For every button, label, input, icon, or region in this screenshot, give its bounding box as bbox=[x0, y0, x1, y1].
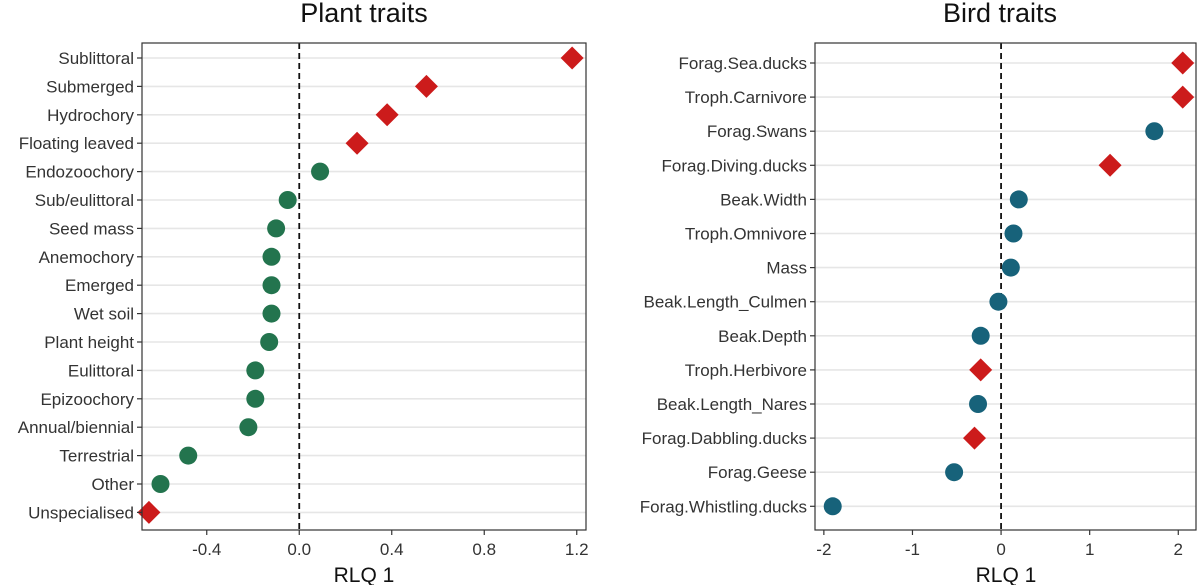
y-tick-label: Forag.Whistling.ducks bbox=[640, 497, 807, 516]
x-tick-label: 0.0 bbox=[287, 540, 311, 559]
data-point-circle bbox=[260, 333, 279, 351]
y-tick-label: Beak.Length_Nares bbox=[657, 395, 807, 414]
data-point-diamond bbox=[1171, 51, 1195, 75]
x-tick-label: -0.4 bbox=[192, 540, 221, 559]
bird-traits-points bbox=[823, 51, 1195, 516]
data-point-circle bbox=[989, 292, 1008, 311]
bird-traits-y-labels: Forag.Sea.ducks Troph.Carnivore Forag.Swan… bbox=[640, 54, 815, 516]
y-tick-label: Sublittoral bbox=[58, 49, 134, 68]
data-point-circle bbox=[262, 304, 281, 323]
y-tick-label: Beak.Depth bbox=[718, 327, 807, 346]
data-point-circle bbox=[311, 162, 330, 181]
data-point-diamond bbox=[969, 358, 993, 382]
y-tick-label: Sub/eulittoral bbox=[35, 191, 134, 210]
y-tick-label: Mass bbox=[766, 259, 807, 278]
y-tick-label: Forag.Sea.ducks bbox=[678, 54, 807, 73]
y-tick-label: Submerged bbox=[46, 77, 134, 96]
data-point-diamond bbox=[1098, 153, 1122, 177]
bird-traits-gridlines bbox=[815, 62, 1196, 508]
data-point-diamond bbox=[1171, 85, 1195, 109]
data-point-circle bbox=[278, 191, 297, 209]
y-tick-label: Seed mass bbox=[49, 219, 134, 238]
y-tick-label: Troph.Herbivore bbox=[685, 361, 807, 380]
plant-traits-x-ticks: -0.4 0.0 0.4 0.8 1.2 bbox=[192, 530, 589, 559]
y-tick-label: Epizoochory bbox=[40, 390, 134, 409]
data-point-circle bbox=[1001, 258, 1020, 277]
y-tick-label: Beak.Length_Culmen bbox=[643, 293, 807, 312]
plant-traits-points bbox=[137, 46, 584, 524]
y-tick-label: Unspecialised bbox=[28, 503, 134, 522]
x-tick-label: 0 bbox=[996, 540, 1005, 559]
data-point-diamond bbox=[414, 74, 438, 98]
bird-traits-frame bbox=[814, 42, 1197, 531]
data-point-circle bbox=[971, 326, 990, 345]
bird-traits-panel: Bird traits Forag.Sea.ducks Troph.Carnivo… bbox=[640, 0, 1197, 585]
x-tick-label: 2 bbox=[1174, 540, 1183, 559]
y-tick-label: Endozoochory bbox=[25, 163, 134, 182]
y-tick-label: Forag.Swans bbox=[707, 122, 807, 141]
bird-traits-x-ticks: -2 -1 0 1 2 bbox=[816, 530, 1183, 559]
plant-traits-title: Plant traits bbox=[300, 0, 428, 28]
x-tick-label: 1.2 bbox=[565, 540, 589, 559]
plant-traits-panel: Plant traits Sublittoral Submerged Hydroch… bbox=[18, 0, 589, 585]
data-point-diamond bbox=[345, 131, 369, 155]
y-tick-label: Hydrochory bbox=[47, 106, 134, 125]
data-point-circle bbox=[1009, 190, 1028, 209]
y-tick-label: Terrestrial bbox=[59, 447, 134, 466]
data-point-diamond bbox=[560, 46, 584, 70]
data-point-circle bbox=[262, 247, 281, 266]
y-tick-label: Floating leaved bbox=[19, 134, 134, 153]
data-point-circle bbox=[239, 418, 258, 437]
y-tick-label: Forag.Diving.ducks bbox=[661, 156, 807, 175]
data-point-circle bbox=[823, 497, 842, 516]
plant-traits-y-labels: Sublittoral Submerged Hydrochory Floating l… bbox=[18, 49, 142, 522]
data-point-diamond bbox=[375, 103, 399, 127]
y-tick-label: Troph.Carnivore bbox=[685, 88, 807, 107]
data-point-circle bbox=[1145, 122, 1164, 141]
y-tick-label: Plant height bbox=[44, 333, 134, 352]
bird-traits-title: Bird traits bbox=[943, 0, 1057, 28]
x-tick-label: -1 bbox=[905, 540, 920, 559]
plant-traits-x-axis-label: RLQ 1 bbox=[334, 564, 395, 585]
data-point-circle bbox=[945, 463, 964, 482]
data-point-circle bbox=[1004, 224, 1023, 243]
y-tick-label: Troph.Omnivore bbox=[685, 225, 807, 244]
y-tick-label: Forag.Geese bbox=[708, 463, 807, 482]
plant-traits-frame bbox=[141, 42, 587, 531]
data-point-circle bbox=[969, 395, 988, 413]
data-point-diamond bbox=[962, 426, 986, 450]
y-tick-label: Annual/biennial bbox=[18, 418, 134, 437]
y-tick-label: Beak.Width bbox=[720, 190, 807, 209]
y-tick-label: Eulittoral bbox=[68, 361, 134, 380]
data-point-circle bbox=[179, 446, 198, 465]
bird-traits-x-axis-label: RLQ 1 bbox=[976, 564, 1037, 585]
data-point-circle bbox=[267, 219, 286, 238]
data-point-circle bbox=[262, 276, 281, 295]
x-tick-label: 0.8 bbox=[472, 540, 496, 559]
data-point-circle bbox=[151, 475, 170, 493]
y-tick-label: Wet soil bbox=[74, 305, 134, 324]
data-point-circle bbox=[246, 389, 265, 408]
x-tick-label: 0.4 bbox=[380, 540, 404, 559]
x-tick-label: -2 bbox=[816, 540, 831, 559]
data-point-diamond bbox=[137, 500, 161, 524]
y-tick-label: Emerged bbox=[65, 276, 134, 295]
y-tick-label: Forag.Dabbling.ducks bbox=[642, 429, 807, 448]
plant-traits-gridlines bbox=[142, 57, 586, 514]
y-tick-label: Anemochory bbox=[39, 248, 135, 267]
data-point-circle bbox=[246, 361, 265, 380]
y-tick-label: Other bbox=[91, 475, 134, 494]
x-tick-label: 1 bbox=[1085, 540, 1094, 559]
